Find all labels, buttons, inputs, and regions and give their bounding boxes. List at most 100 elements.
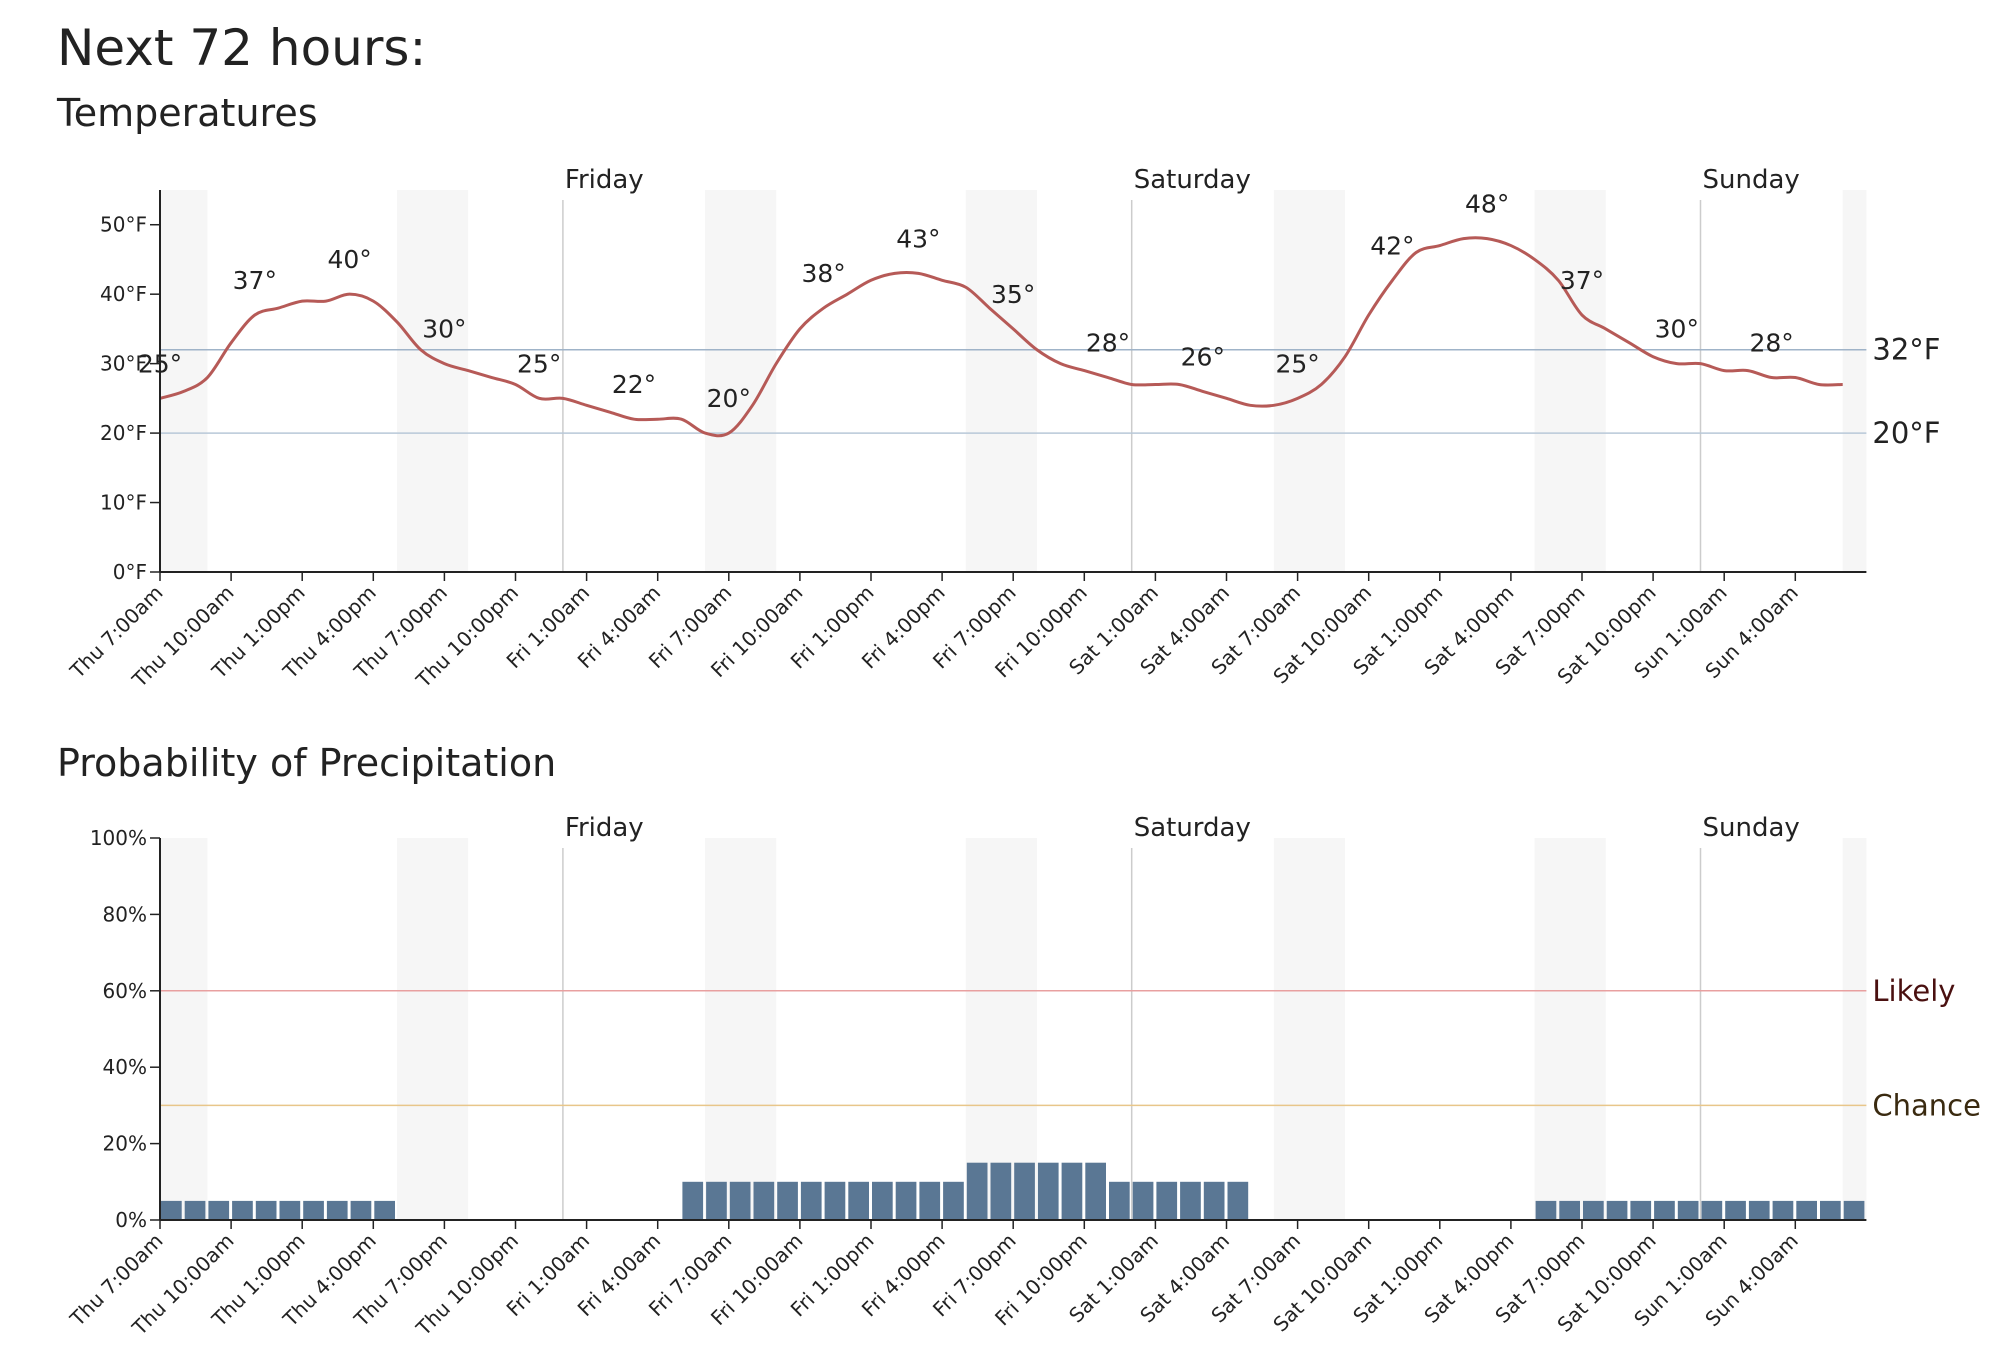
value-label: 26° — [1181, 342, 1225, 371]
bar — [1654, 1200, 1675, 1220]
day-label: Saturday — [1134, 813, 1251, 843]
value-label: 25° — [517, 349, 561, 378]
day-label: Sunday — [1703, 813, 1800, 843]
value-label: 40° — [327, 245, 371, 274]
bar — [1132, 1181, 1154, 1220]
bar — [1606, 1200, 1628, 1220]
bar — [800, 1181, 822, 1220]
value-label: 30° — [1655, 315, 1699, 344]
night-shade — [1273, 190, 1345, 572]
day-label: Friday — [565, 813, 644, 843]
y-tick-label: 10°F — [100, 491, 147, 515]
bar — [729, 1181, 751, 1220]
bar — [161, 1200, 182, 1220]
y-tick-label: 0% — [115, 1208, 147, 1232]
value-label: 25° — [1275, 349, 1319, 378]
y-tick-label: 40°F — [100, 282, 147, 306]
reference-label: 32°F — [1872, 333, 1940, 367]
bar — [1156, 1181, 1178, 1220]
y-tick-label: 60% — [103, 979, 147, 1003]
value-label: 20° — [707, 384, 751, 413]
value-label: 37° — [1560, 266, 1604, 295]
y-tick-label: 20% — [103, 1132, 147, 1156]
bar — [208, 1200, 230, 1220]
night-shade — [1842, 838, 1867, 1220]
bar — [1772, 1200, 1794, 1220]
bar — [1180, 1181, 1201, 1220]
value-label: 22° — [612, 370, 656, 399]
day-label: Saturday — [1134, 165, 1251, 195]
night-shade — [1534, 838, 1606, 1220]
bar — [279, 1200, 301, 1220]
y-tick-label: 30°F — [100, 352, 147, 376]
value-label: 48° — [1465, 190, 1509, 219]
bar — [919, 1181, 941, 1220]
y-tick-label: 100% — [90, 826, 147, 850]
y-tick-label: 80% — [103, 902, 147, 926]
bar — [1725, 1200, 1746, 1220]
y-tick-label: 20°F — [100, 421, 147, 445]
bar — [895, 1181, 917, 1220]
bar — [255, 1200, 277, 1220]
chart-title: Probability of Precipitation — [57, 741, 556, 785]
bar — [1701, 1200, 1723, 1220]
reference-label: Likely — [1872, 974, 1955, 1008]
bar — [1535, 1200, 1557, 1220]
bar — [1203, 1181, 1225, 1220]
reference-label: 20°F — [1872, 416, 1940, 450]
value-label: 37° — [233, 266, 277, 295]
night-shade — [965, 190, 1037, 572]
bar — [303, 1200, 324, 1220]
value-label: 38° — [801, 259, 845, 288]
bar — [184, 1200, 206, 1220]
night-shade — [397, 190, 469, 572]
bar — [232, 1200, 253, 1220]
night-shade — [1842, 190, 1867, 572]
y-tick-label: 40% — [103, 1055, 147, 1079]
bar — [848, 1181, 869, 1220]
value-label: 28° — [1086, 329, 1130, 358]
bar — [1843, 1200, 1865, 1220]
bar — [1559, 1200, 1580, 1220]
bar — [1227, 1181, 1249, 1220]
value-label: 43° — [896, 224, 940, 253]
bar — [1677, 1200, 1699, 1220]
y-tick-label: 50°F — [100, 213, 147, 237]
bar — [1014, 1162, 1035, 1220]
y-tick-label: 0°F — [113, 560, 147, 584]
bar — [1796, 1200, 1817, 1220]
night-shade — [1534, 190, 1606, 572]
bar — [753, 1181, 775, 1220]
bar — [350, 1200, 372, 1220]
value-label: 28° — [1749, 329, 1793, 358]
bar — [682, 1181, 704, 1220]
bar — [1748, 1200, 1770, 1220]
bar — [824, 1181, 846, 1220]
night-shade — [705, 190, 777, 572]
value-label: 30° — [422, 315, 466, 344]
night-shade — [1273, 838, 1345, 1220]
bar — [990, 1162, 1012, 1220]
value-label: 35° — [991, 280, 1035, 309]
day-label: Friday — [565, 165, 644, 195]
bar — [1085, 1162, 1106, 1220]
night-shade — [705, 838, 777, 1220]
bar — [1037, 1162, 1059, 1220]
night-shade — [965, 838, 1037, 1220]
value-label: 42° — [1370, 231, 1414, 260]
bar — [706, 1181, 727, 1220]
bar — [777, 1181, 798, 1220]
bar — [326, 1200, 348, 1220]
day-label: Sunday — [1703, 165, 1800, 195]
bar — [943, 1181, 964, 1220]
chart-title: Temperatures — [56, 91, 318, 135]
bar — [1820, 1200, 1841, 1220]
temperature-line — [159, 236, 1843, 438]
night-shade — [160, 838, 208, 1220]
night-shade — [160, 190, 208, 572]
bar — [1109, 1181, 1130, 1220]
night-shade — [397, 838, 469, 1220]
page-heading: Next 72 hours: — [57, 19, 426, 77]
